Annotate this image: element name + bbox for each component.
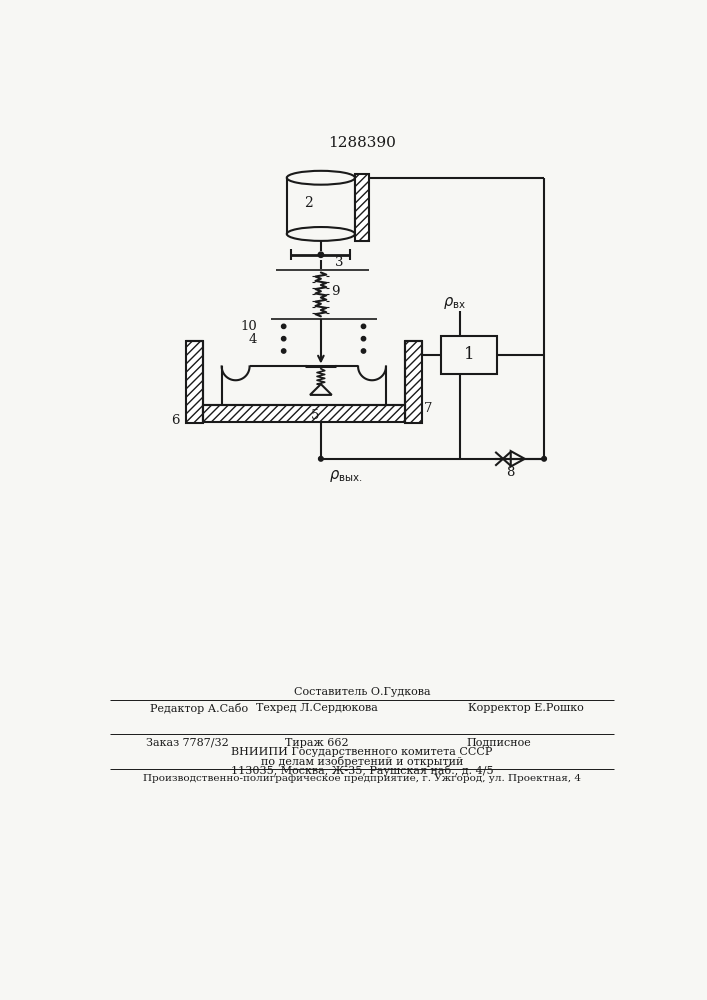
Text: 5: 5 bbox=[311, 409, 320, 422]
Ellipse shape bbox=[287, 227, 355, 241]
Text: Производственно-полиграфическое предприятие, г. Ужгород, ул. Проектная, 4: Производственно-полиграфическое предприя… bbox=[143, 774, 581, 783]
Text: 6: 6 bbox=[171, 414, 180, 427]
Text: Составитель О.Гудкова: Составитель О.Гудкова bbox=[293, 687, 431, 697]
Text: $\rho_{\rm вх}$: $\rho_{\rm вх}$ bbox=[443, 295, 466, 311]
Text: 2: 2 bbox=[304, 196, 312, 210]
Circle shape bbox=[281, 324, 286, 329]
Text: 113035, Москва, Ж-35, Раушская наб., д. 4/5: 113035, Москва, Ж-35, Раушская наб., д. … bbox=[230, 765, 493, 776]
Bar bbox=[355, 174, 369, 241]
Text: 9: 9 bbox=[331, 285, 339, 298]
Circle shape bbox=[361, 349, 366, 353]
Circle shape bbox=[281, 349, 286, 353]
Circle shape bbox=[542, 456, 547, 461]
Text: Заказ 7787/32: Заказ 7787/32 bbox=[146, 738, 229, 748]
Text: 10: 10 bbox=[240, 320, 257, 333]
Ellipse shape bbox=[287, 171, 355, 185]
Text: Тираж 662: Тираж 662 bbox=[285, 738, 349, 748]
Text: 8: 8 bbox=[506, 466, 515, 479]
Bar bbox=[186, 341, 203, 423]
Text: ВНИИПИ Государственного комитета СССР: ВНИИПИ Государственного комитета СССР bbox=[231, 747, 493, 757]
Text: 4: 4 bbox=[249, 333, 257, 346]
Circle shape bbox=[319, 456, 323, 461]
Text: 3: 3 bbox=[335, 256, 344, 269]
Circle shape bbox=[281, 337, 286, 341]
Bar bbox=[203, 405, 404, 422]
Text: 1288390: 1288390 bbox=[328, 136, 396, 150]
Text: по делам изобретений и открытий: по делам изобретений и открытий bbox=[261, 756, 463, 767]
Text: Редактор А.Сабо: Редактор А.Сабо bbox=[151, 703, 248, 714]
Bar bbox=[404, 341, 421, 423]
Circle shape bbox=[318, 252, 324, 257]
Circle shape bbox=[361, 324, 366, 329]
Text: 1: 1 bbox=[464, 346, 474, 363]
Text: $\rho_{\rm вых.}$: $\rho_{\rm вых.}$ bbox=[329, 468, 362, 484]
Text: Подписное: Подписное bbox=[467, 738, 532, 748]
Text: 7: 7 bbox=[424, 402, 433, 415]
Bar bbox=[441, 336, 497, 374]
Text: Корректор Е.Рошко: Корректор Е.Рошко bbox=[468, 703, 584, 713]
Circle shape bbox=[361, 337, 366, 341]
Text: Техред Л.Сердюкова: Техред Л.Сердюкова bbox=[256, 703, 378, 713]
